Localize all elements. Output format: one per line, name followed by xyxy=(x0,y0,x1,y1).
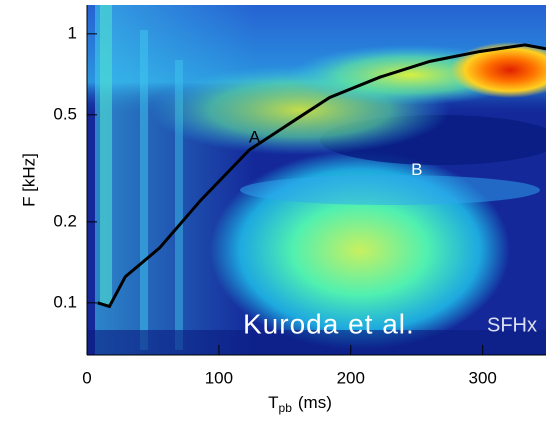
x-tick-label: 300 xyxy=(469,368,497,387)
x-tick-label: 100 xyxy=(205,368,233,387)
y-tick-label: 0.1 xyxy=(53,292,77,311)
x-tick-label: 200 xyxy=(337,368,365,387)
y-axis-label: F [kHz] xyxy=(19,153,38,207)
x-axis-label: Tpb (ms) xyxy=(268,393,332,415)
watermark: SFHx xyxy=(487,314,537,336)
x-label-unit: (ms) xyxy=(298,393,332,412)
x-label-sub: pb xyxy=(279,401,293,415)
y-tick-label: 0.2 xyxy=(53,211,77,230)
y-tick-label: 1 xyxy=(68,23,77,42)
spectrogram-background xyxy=(87,5,546,355)
x-tick-label: 0 xyxy=(82,368,91,387)
x-label-main: T xyxy=(268,393,278,412)
annotation: B xyxy=(411,160,422,179)
y-tick-label: 0.5 xyxy=(53,104,77,123)
data-line xyxy=(97,43,546,309)
watermark: Kuroda et al. xyxy=(243,308,415,339)
annotation: A xyxy=(249,127,261,146)
